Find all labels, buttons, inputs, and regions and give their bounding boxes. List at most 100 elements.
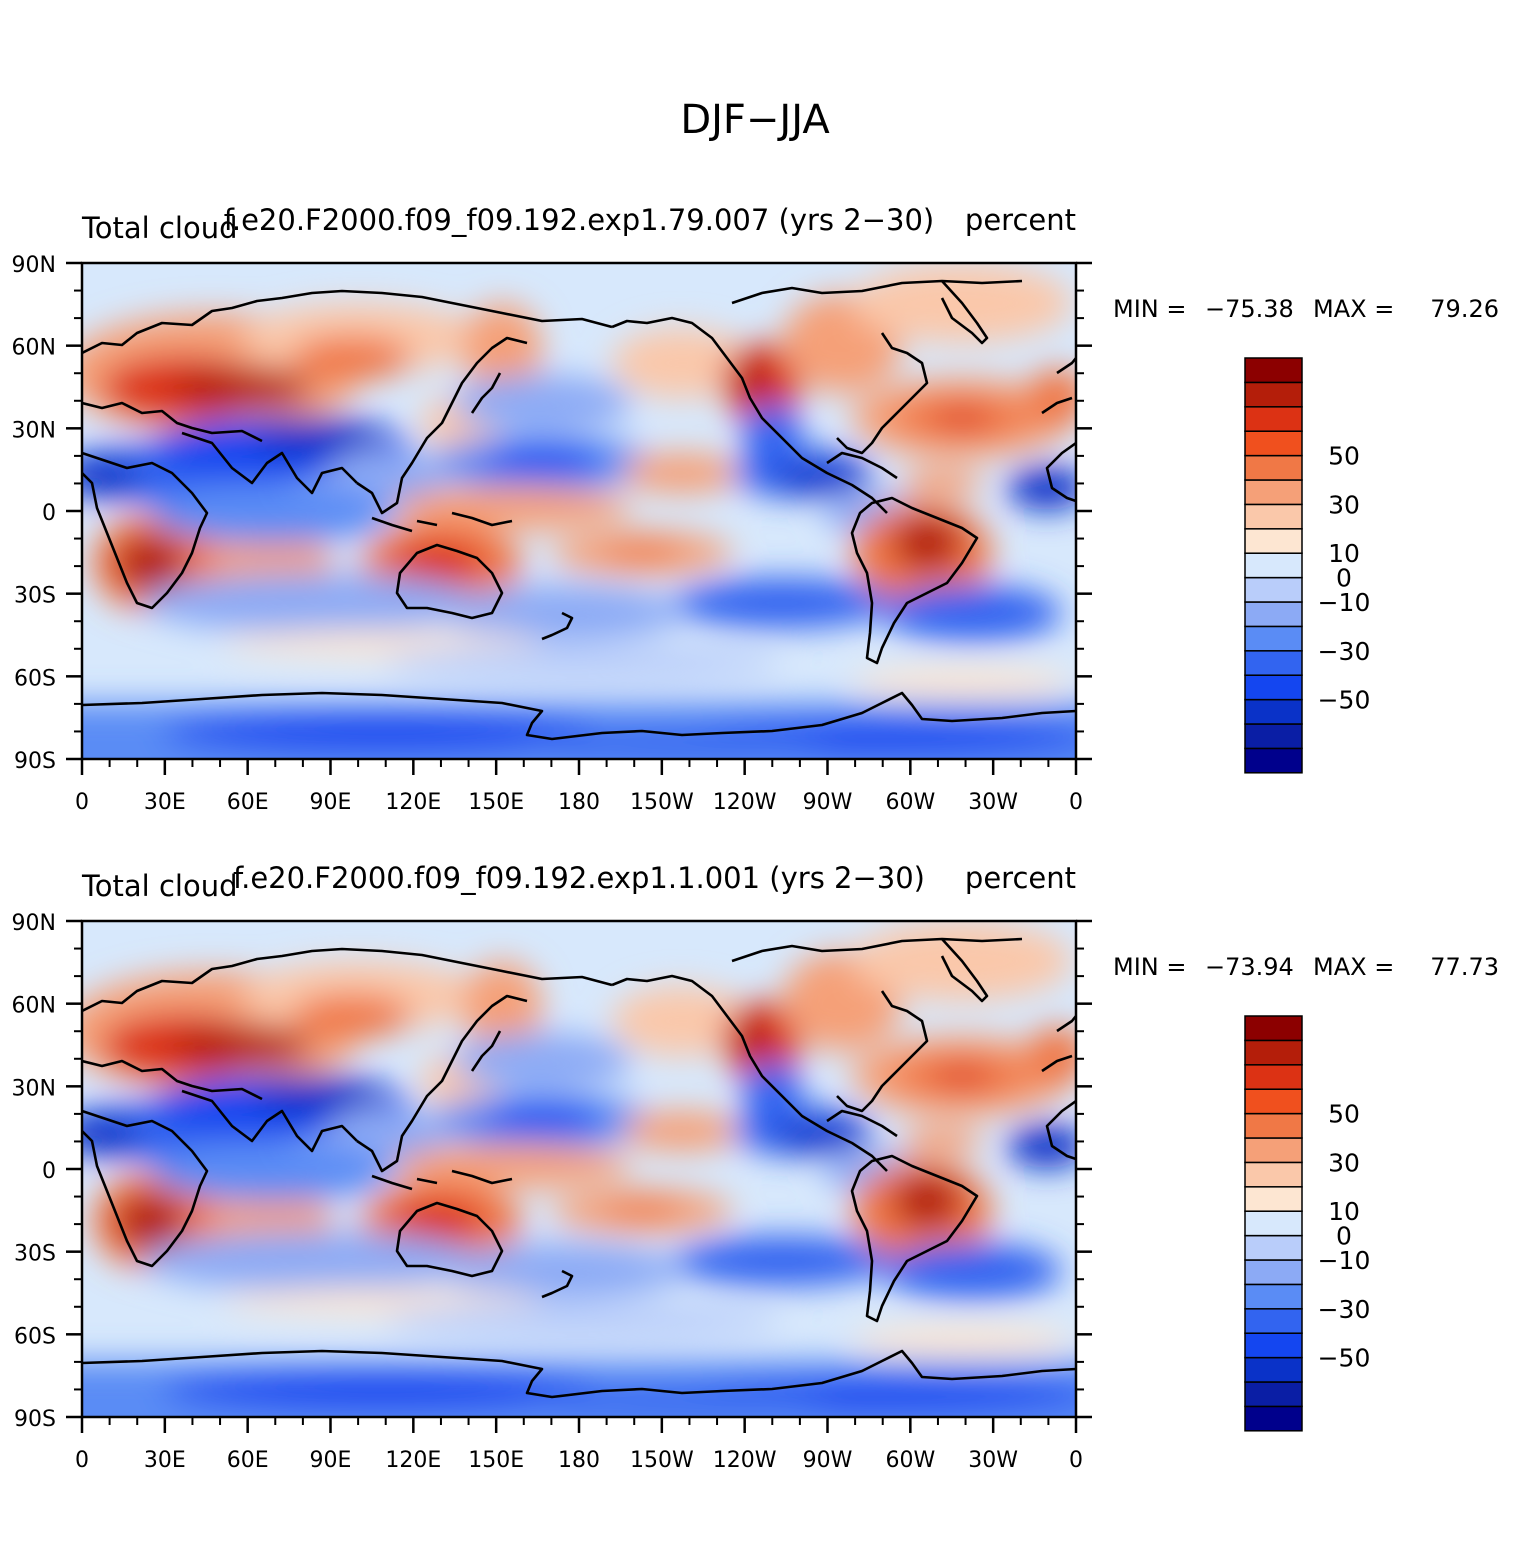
lat-tick-label: 0 — [42, 501, 56, 526]
colorbar-swatch — [1244, 1259, 1303, 1286]
colorbar-label: 10 — [1328, 539, 1360, 568]
lat-tick-label: 90N — [12, 253, 56, 278]
lon-tick-label: 90W — [803, 790, 853, 815]
colorbar-swatch — [1244, 1015, 1303, 1042]
colorbar-swatch — [1244, 1112, 1303, 1139]
colorbar-swatch — [1244, 406, 1303, 432]
lon-tick-label: 120E — [385, 790, 441, 815]
colorbar-swatch — [1244, 601, 1303, 628]
min-value: −73.94 — [1205, 953, 1294, 981]
panel-left-label: Total cloud — [81, 869, 237, 903]
colorbar-swatch — [1244, 503, 1303, 530]
lon-tick-label: 0 — [75, 790, 89, 815]
colorbar-swatch — [1244, 528, 1303, 554]
lat-tick-label: 0 — [42, 1159, 56, 1184]
colorbar-swatch — [1244, 625, 1303, 652]
lon-tick-label: 90E — [310, 1448, 352, 1473]
colorbar-swatch — [1244, 430, 1303, 457]
colorbar-label: −50 — [1318, 1344, 1371, 1373]
colorbar-swatch — [1244, 1161, 1303, 1188]
min-label: MIN = — [1113, 953, 1186, 981]
colorbar-swatch — [1244, 1137, 1303, 1164]
colorbar-swatch — [1244, 552, 1303, 579]
lat-tick-label: 90N — [12, 911, 56, 936]
panel-units: percent — [965, 861, 1076, 895]
lat-axis: 90N 60N 30N 0 30S 60S 90S — [12, 911, 1092, 1432]
panel-1: Total cloud f.e20.F2000.f09_f09.192.exp1… — [12, 203, 1499, 815]
panel-units: percent — [965, 203, 1076, 237]
lon-tick-label: 150W — [630, 1448, 694, 1473]
lon-tick-label: 180 — [558, 1448, 600, 1473]
max-value: 77.73 — [1430, 953, 1499, 981]
lon-tick-label: 0 — [75, 1448, 89, 1473]
lat-tick-label: 60S — [14, 666, 56, 691]
lat-tick-label: 30S — [14, 584, 56, 609]
lat-tick-label: 30N — [12, 418, 56, 443]
max-label: MAX = — [1313, 953, 1394, 981]
lat-axis: 90N 60N 30N 0 30S 60S 90S — [12, 253, 1092, 774]
lon-tick-label: 90W — [803, 1448, 853, 1473]
lon-tick-label: 30E — [144, 1448, 186, 1473]
lon-axis: 0 30E 60E 90E 120E 150E 180 150W 120W 90W 60W 30W 0 — [75, 1417, 1083, 1473]
colorbar-swatch — [1244, 650, 1303, 676]
colorbar-swatch — [1244, 1234, 1303, 1261]
lon-tick-label: 60E — [227, 1448, 269, 1473]
lat-tick-label: 60N — [12, 336, 56, 361]
colorbar-label: 0 — [1336, 1222, 1352, 1251]
colorbar-swatch — [1244, 454, 1303, 481]
colorbar-label: 0 — [1336, 564, 1352, 593]
colorbar-swatch — [1244, 1308, 1303, 1334]
lon-tick-label: 0 — [1069, 790, 1083, 815]
colorbar-swatch — [1244, 576, 1303, 603]
colorbar-swatch — [1244, 1405, 1303, 1432]
colorbar-label: −50 — [1318, 686, 1371, 715]
panel-2: Total cloud f.e20.F2000.f09_f09.192.exp1… — [12, 861, 1499, 1473]
lon-tick-label: 60W — [885, 1448, 935, 1473]
max-label: MAX = — [1313, 295, 1394, 323]
panel-case-title: f.e20.F2000.f09_f09.192.exp1.1.001 (yrs … — [233, 861, 925, 895]
lat-tick-label: 90S — [14, 749, 56, 774]
lat-tick-label: 30S — [14, 1242, 56, 1267]
lon-tick-label: 60E — [227, 790, 269, 815]
max-value: 79.26 — [1430, 295, 1499, 323]
colorbar-label: −30 — [1318, 1295, 1371, 1324]
lat-tick-label: 60S — [14, 1324, 56, 1349]
figure-title: DJF−JJA — [680, 97, 830, 143]
panel-left-label: Total cloud — [81, 211, 237, 245]
lon-tick-label: 60W — [885, 790, 935, 815]
lon-tick-label: 30W — [968, 790, 1018, 815]
lon-tick-label: 0 — [1069, 1448, 1083, 1473]
lon-tick-label: 30E — [144, 790, 186, 815]
colorbar-label: 50 — [1328, 1100, 1360, 1129]
lat-tick-label: 60N — [12, 994, 56, 1019]
lon-tick-label: 30W — [968, 1448, 1018, 1473]
colorbar-label: 10 — [1328, 1197, 1360, 1226]
lon-tick-label: 120W — [713, 790, 777, 815]
lon-tick-label: 90E — [310, 790, 352, 815]
colorbar-label: −10 — [1318, 588, 1371, 617]
lon-tick-label: 150E — [468, 790, 524, 815]
lon-tick-label: 120E — [385, 1448, 441, 1473]
colorbar-swatch — [1244, 1064, 1303, 1090]
lat-tick-label: 30N — [12, 1076, 56, 1101]
colorbar-swatch — [1244, 723, 1303, 750]
panel-case-title: f.e20.F2000.f09_f09.192.exp1.79.007 (yrs… — [224, 203, 934, 237]
colorbar-swatch — [1244, 1381, 1303, 1408]
lat-tick-label: 90S — [14, 1407, 56, 1432]
colorbar-swatch — [1244, 1088, 1303, 1115]
colorbar-swatch — [1244, 1186, 1303, 1212]
colorbar-label: 30 — [1328, 1148, 1360, 1177]
colorbar-swatch — [1244, 674, 1303, 701]
colorbar-label: 50 — [1328, 442, 1360, 471]
colorbar-label: 30 — [1328, 490, 1360, 519]
colorbar-swatch — [1244, 381, 1303, 408]
colorbar-label: −30 — [1318, 637, 1371, 666]
colorbar-swatch — [1244, 747, 1303, 774]
colorbar-swatch — [1244, 479, 1303, 506]
colorbar-swatch — [1244, 1039, 1303, 1066]
lon-axis: 0 30E 60E 90E 120E 150E 180 150W 120W 90W 60W 30W 0 — [75, 759, 1083, 815]
colorbar-label: −10 — [1318, 1246, 1371, 1275]
colorbar-swatch — [1244, 1356, 1303, 1383]
